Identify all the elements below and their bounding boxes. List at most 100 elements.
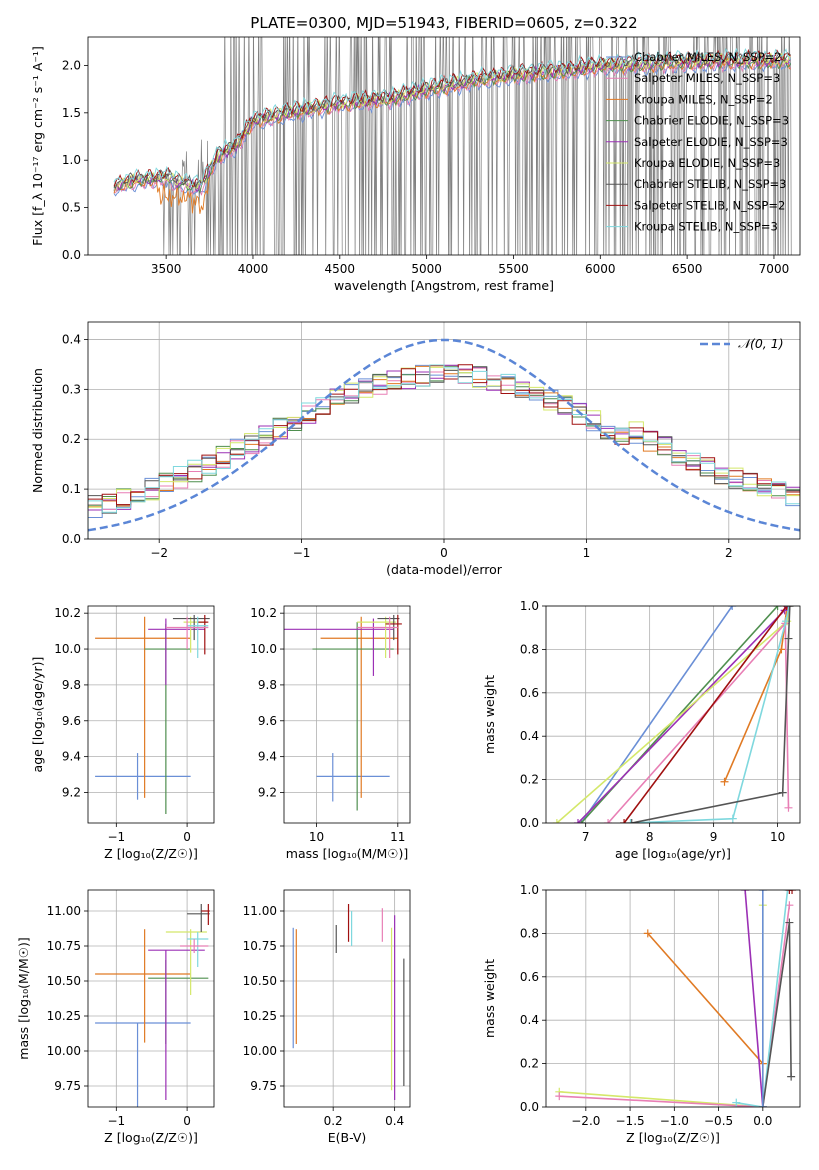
y-tick-label: 0.0 xyxy=(62,248,81,262)
weight-marker xyxy=(783,890,792,894)
y-tick-label: 10.00 xyxy=(47,1044,81,1058)
x-tick-label: −1.5 xyxy=(616,1114,645,1128)
x-tick-label: 0 xyxy=(183,1114,191,1128)
axes-frame xyxy=(87,889,215,1108)
x-tick-label: −1 xyxy=(293,546,311,560)
x-tick-label: 7 xyxy=(582,830,590,844)
weight-marker xyxy=(784,634,793,643)
weight-series-7 xyxy=(785,890,797,894)
point-7 xyxy=(201,904,210,925)
weight-series-2 xyxy=(555,901,767,1107)
weight-marker xyxy=(626,819,635,823)
y-tick-label: 1.0 xyxy=(520,599,539,613)
weight-marker xyxy=(778,788,787,797)
y-tick-label: 2.0 xyxy=(62,58,81,72)
model-spectrum-6 xyxy=(113,51,791,190)
y-tick-label: 0.2 xyxy=(520,773,539,787)
panel-age_vs_mass: 10 11 9.2 9.4 9.6 9.8 10.0 10.2 mass [log₁₀(M/M☉… xyxy=(250,605,411,861)
x-tick-label: 8 xyxy=(646,830,654,844)
x-tick-label: 3500 xyxy=(151,262,182,276)
legend-entry: 𝒩(0, 1) xyxy=(738,336,784,351)
weight-marker xyxy=(728,606,737,610)
grid xyxy=(88,606,214,823)
weight-marker xyxy=(785,606,794,610)
weight-marker xyxy=(620,819,629,823)
y-axis-label: Normed distribution xyxy=(30,368,45,493)
weight-marker xyxy=(741,890,750,894)
y-axis-label: Flux [f_λ 10⁻¹⁷ erg cm⁻² s⁻¹ A⁻¹] xyxy=(30,46,45,246)
x-axis-label: Z [log₁₀(Z/Z☉)] xyxy=(626,1130,720,1145)
y-axis-label: age [log₁₀(age/yr)] xyxy=(30,657,45,773)
legend-entry: Kroupa STELIB, N_SSP=3 xyxy=(634,220,778,234)
point-6 xyxy=(187,904,210,932)
point-3 xyxy=(148,949,205,1100)
y-tick-label: 1.5 xyxy=(62,106,81,120)
weight-marker xyxy=(732,1098,741,1107)
x-axis-label: Z [log₁₀(Z/Z☉)] xyxy=(104,846,198,861)
y-tick-label: 9.2 xyxy=(62,786,81,800)
point-2 xyxy=(144,623,191,815)
y-axis-label: mass [log₁₀(M/M☉)] xyxy=(16,937,31,1059)
residual-histogram-8 xyxy=(88,364,800,539)
axes-frame xyxy=(545,605,801,824)
point-2 xyxy=(148,960,209,1044)
panel-spectrum: 3500 4000 4500 5000 5500 6000 6500 7000 0.0 0.5 1.… xyxy=(30,14,801,293)
x-tick-label: 4500 xyxy=(325,262,356,276)
weight-line xyxy=(762,922,792,1107)
y-tick-label: 11.00 xyxy=(243,904,277,918)
y-tick-label: 0.4 xyxy=(520,729,539,743)
x-tick-label: −1.0 xyxy=(660,1114,689,1128)
legend-entry: Kroupa ELODIE, N_SSP=3 xyxy=(634,156,780,170)
x-tick-label: −2 xyxy=(150,546,168,560)
point-4 xyxy=(357,616,397,659)
y-tick-label: 9.2 xyxy=(258,786,277,800)
axes-frame xyxy=(545,889,801,1108)
weight-marker xyxy=(573,819,582,823)
weight-marker xyxy=(758,890,767,894)
legend-entry: Salpeter MILES, N_SSP=3 xyxy=(634,71,780,85)
weight-line xyxy=(559,905,791,1107)
y-tick-label: 10.50 xyxy=(243,974,277,988)
x-axis-label: mass [log₁₀(M/M☉)] xyxy=(286,846,408,861)
weight-series-5 xyxy=(758,918,796,1107)
weight-marker xyxy=(604,819,613,823)
grid xyxy=(546,889,800,1108)
y-tick-label: 10.00 xyxy=(243,1044,277,1058)
y-tick-label: 0.8 xyxy=(520,642,539,656)
x-tick-label: −1 xyxy=(107,1114,125,1128)
y-tick-label: 0.5 xyxy=(62,201,81,215)
legend-entry: Chabrier STELIB, N_SSP=3 xyxy=(634,177,786,191)
axes-frame xyxy=(87,321,801,540)
y-axis-label: mass weight xyxy=(482,959,497,1038)
y-tick-label: 11.00 xyxy=(47,904,81,918)
weight-marker xyxy=(784,803,793,812)
weight-line xyxy=(580,606,733,823)
weight-series-4 xyxy=(732,890,792,1107)
plot-area xyxy=(284,614,402,811)
legend-entry: Chabrier ELODIE, N_SSP=3 xyxy=(634,114,789,128)
weight-line xyxy=(623,606,789,823)
plot-area xyxy=(113,37,792,255)
point-7 xyxy=(187,616,209,659)
grid xyxy=(88,890,214,1107)
axes-frame xyxy=(283,605,411,824)
grid xyxy=(284,606,410,823)
legend-entry: Kroupa MILES, N_SSP=2 xyxy=(634,92,773,106)
x-tick-label: 9 xyxy=(710,830,718,844)
y-tick-label: 10.25 xyxy=(243,1009,277,1023)
point-7 xyxy=(357,616,398,659)
weight-line xyxy=(577,606,790,823)
plot-area xyxy=(88,338,800,539)
weight-marker xyxy=(785,918,794,927)
weight-marker xyxy=(555,1092,564,1101)
panel-age_vs_Z: −1 0 9.2 9.4 9.6 9.8 10.0 10.2 Z [log₁₀(Z/Z☉)] ag… xyxy=(30,605,215,861)
y-tick-label: 10.0 xyxy=(54,642,81,656)
x-tick-label: 0.0 xyxy=(753,1114,772,1128)
model-spectrum-8 xyxy=(113,47,791,187)
point-0 xyxy=(95,753,191,800)
weight-line xyxy=(630,606,790,823)
normal-curve xyxy=(88,338,800,532)
y-tick-label: 9.6 xyxy=(62,714,81,728)
point-1 xyxy=(95,616,191,798)
